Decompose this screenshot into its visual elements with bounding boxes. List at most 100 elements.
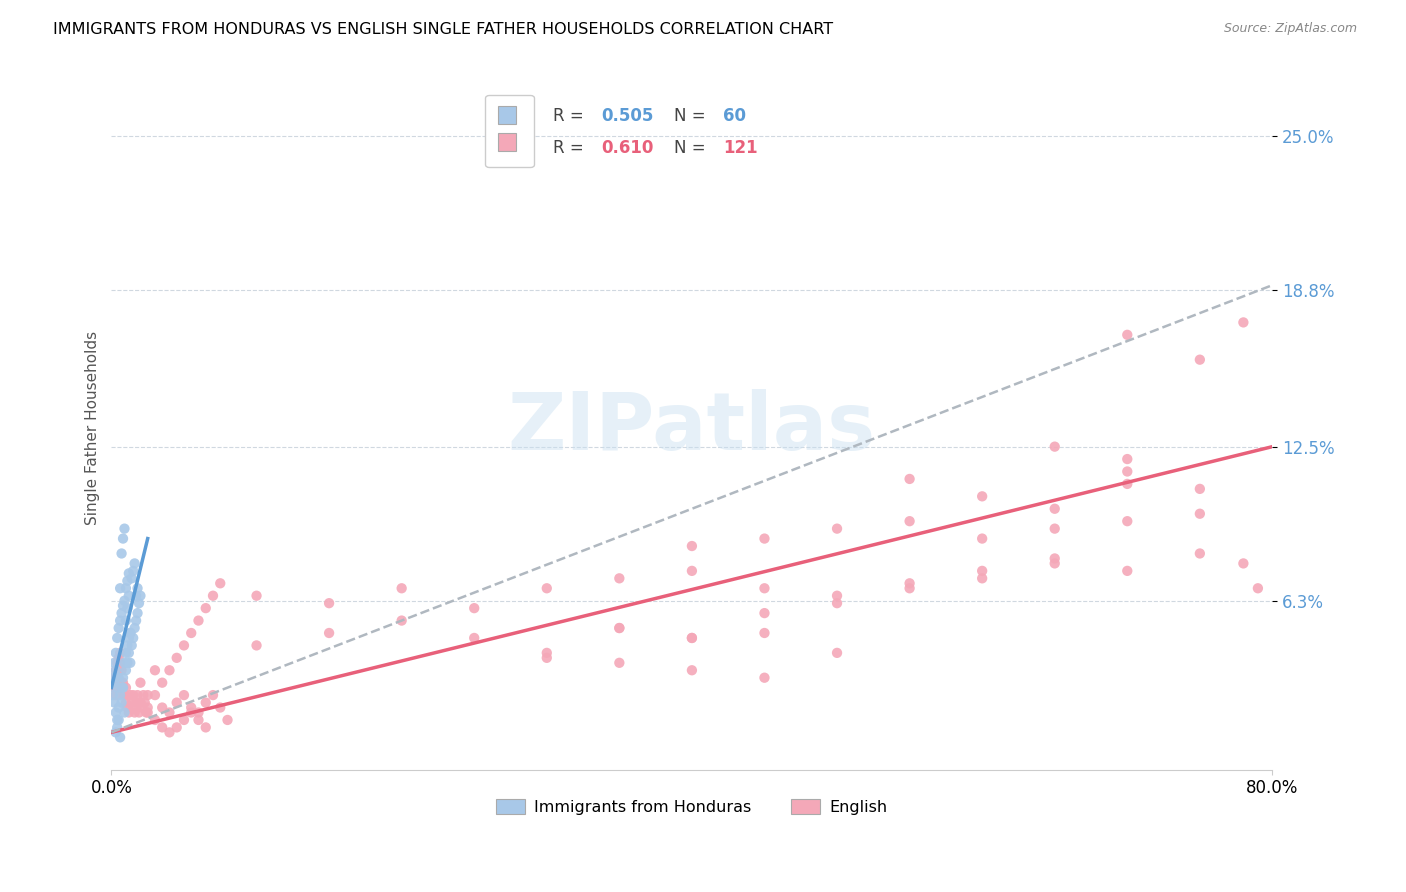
Point	[111, 671, 134, 685]
Point	[103, 671, 125, 685]
Point	[118, 589, 141, 603]
Point	[180, 706, 202, 720]
Point	[1188, 352, 1211, 367]
Point	[105, 671, 128, 685]
Point	[108, 656, 131, 670]
Point	[825, 522, 848, 536]
Point	[131, 700, 153, 714]
Point	[120, 688, 142, 702]
Point	[194, 720, 217, 734]
Point	[122, 700, 145, 714]
Point	[681, 564, 703, 578]
Point	[136, 688, 159, 702]
Point	[125, 589, 148, 603]
Point	[1043, 440, 1066, 454]
Point	[117, 656, 139, 670]
Text: N =: N =	[675, 139, 706, 157]
Text: Source: ZipAtlas.com: Source: ZipAtlas.com	[1223, 22, 1357, 36]
Point	[1188, 482, 1211, 496]
Point	[107, 671, 129, 685]
Point	[134, 696, 156, 710]
Point	[108, 646, 131, 660]
Text: 0.505: 0.505	[602, 107, 654, 126]
Text: 121: 121	[723, 139, 758, 157]
Point	[132, 688, 155, 702]
Point	[111, 675, 134, 690]
Point	[111, 681, 134, 695]
Point	[754, 606, 776, 620]
Point	[101, 688, 124, 702]
Point	[1043, 501, 1066, 516]
Point	[187, 706, 209, 720]
Point	[124, 557, 146, 571]
Point	[1232, 315, 1254, 329]
Point	[1043, 522, 1066, 536]
Point	[128, 706, 150, 720]
Point	[898, 581, 921, 595]
Point	[150, 700, 173, 714]
Point	[127, 581, 149, 595]
Point	[108, 581, 131, 595]
Point	[115, 681, 138, 695]
Point	[122, 688, 145, 702]
Point	[129, 675, 152, 690]
Point	[187, 614, 209, 628]
Point	[104, 663, 127, 677]
Point	[114, 688, 136, 702]
Point	[217, 713, 239, 727]
Point	[115, 696, 138, 710]
Text: IMMIGRANTS FROM HONDURAS VS ENGLISH SINGLE FATHER HOUSEHOLDS CORRELATION CHART: IMMIGRANTS FROM HONDURAS VS ENGLISH SING…	[53, 22, 834, 37]
Point	[108, 731, 131, 745]
Point	[101, 671, 124, 685]
Point	[1043, 551, 1066, 566]
Point	[463, 631, 485, 645]
Point	[124, 706, 146, 720]
Point	[107, 663, 129, 677]
Point	[115, 646, 138, 660]
Point	[120, 626, 142, 640]
Point	[107, 621, 129, 635]
Point	[115, 663, 138, 677]
Point	[187, 713, 209, 727]
Point	[536, 650, 558, 665]
Point	[117, 639, 139, 653]
Point	[898, 472, 921, 486]
Point	[825, 596, 848, 610]
Point	[536, 646, 558, 660]
Point	[115, 614, 138, 628]
Point	[129, 589, 152, 603]
Point	[110, 696, 132, 710]
Point	[463, 601, 485, 615]
Point	[1116, 564, 1139, 578]
Point	[609, 656, 631, 670]
Point	[118, 646, 141, 660]
Point	[1116, 514, 1139, 528]
Point	[209, 700, 232, 714]
Point	[159, 725, 181, 739]
Point	[110, 546, 132, 560]
Point	[104, 688, 127, 702]
Point	[121, 696, 143, 710]
Point	[1247, 581, 1270, 595]
Text: R =: R =	[553, 139, 583, 157]
Point	[117, 601, 139, 615]
Point	[245, 589, 267, 603]
Point	[173, 688, 195, 702]
Point	[180, 700, 202, 714]
Point	[1188, 546, 1211, 560]
Point	[245, 639, 267, 653]
Point	[114, 656, 136, 670]
Point	[166, 650, 188, 665]
Point	[127, 606, 149, 620]
Point	[150, 675, 173, 690]
Point	[110, 675, 132, 690]
Point	[754, 626, 776, 640]
Point	[115, 581, 138, 595]
Point	[124, 621, 146, 635]
Point	[898, 514, 921, 528]
Point	[104, 725, 127, 739]
Point	[117, 700, 139, 714]
Point	[117, 574, 139, 588]
Legend: Immigrants from Honduras, English: Immigrants from Honduras, English	[488, 791, 896, 823]
Point	[609, 621, 631, 635]
